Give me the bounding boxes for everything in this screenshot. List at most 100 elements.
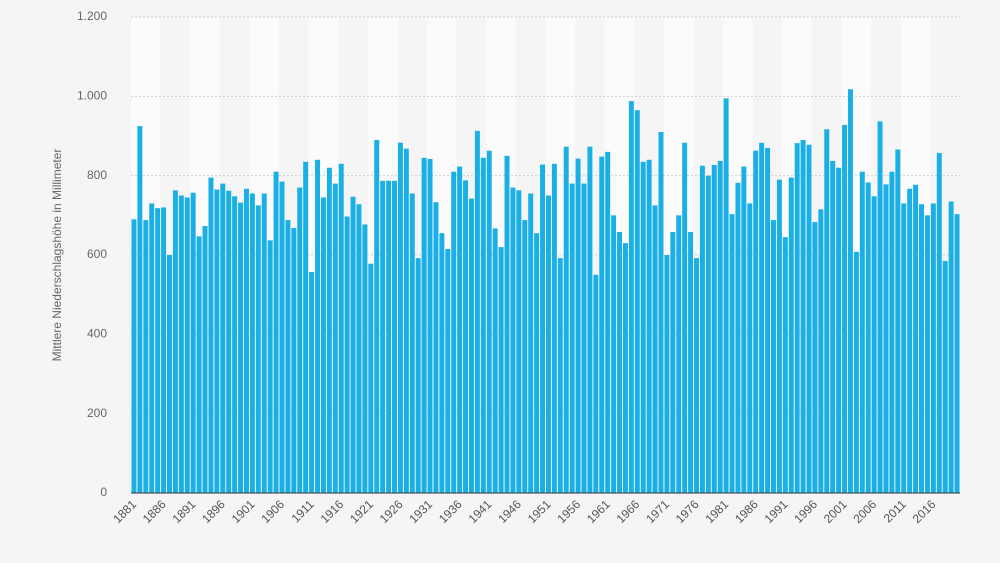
bar xyxy=(617,231,623,493)
bar xyxy=(753,150,759,493)
bar xyxy=(593,274,599,493)
bar xyxy=(534,233,540,493)
bar xyxy=(350,196,356,493)
bar xyxy=(800,139,806,493)
bar xyxy=(202,226,208,493)
bar xyxy=(338,163,344,493)
bar xyxy=(895,149,901,493)
bar xyxy=(842,124,848,493)
bar xyxy=(587,146,593,493)
bar xyxy=(634,110,640,493)
x-tick-label: 1961 xyxy=(584,497,613,526)
bar xyxy=(806,144,812,493)
bar xyxy=(178,195,184,493)
y-axis-label: Mittlere Niederschlagshöhe in Millimeter xyxy=(50,149,64,362)
x-tick-label: 2011 xyxy=(881,497,909,525)
bar xyxy=(930,203,936,493)
bar xyxy=(557,258,563,493)
bar xyxy=(599,156,605,494)
bar xyxy=(747,203,753,493)
bar xyxy=(155,208,161,493)
bar xyxy=(770,220,776,494)
bar xyxy=(243,188,249,494)
bar xyxy=(208,177,214,493)
x-tick-label: 1906 xyxy=(258,497,287,526)
bar xyxy=(522,220,528,494)
bar xyxy=(664,255,670,493)
bar xyxy=(291,228,297,493)
bar xyxy=(699,165,705,493)
bar xyxy=(575,158,581,494)
bar xyxy=(214,189,220,494)
x-tick-label: 1931 xyxy=(406,497,435,526)
bar xyxy=(303,161,309,494)
bar xyxy=(392,180,397,493)
bar xyxy=(356,204,362,493)
bar xyxy=(605,151,611,493)
bar xyxy=(723,98,729,494)
x-tick-label: 1996 xyxy=(791,497,820,526)
y-tick-label: 1.000 xyxy=(77,89,107,103)
x-tick-label: 1886 xyxy=(140,497,169,526)
bar xyxy=(196,236,202,493)
bar xyxy=(729,214,735,494)
bar xyxy=(658,132,664,494)
bar xyxy=(741,166,747,493)
bar xyxy=(865,182,871,493)
x-tick-label: 1881 xyxy=(110,497,139,526)
bar xyxy=(131,219,137,494)
x-tick-label: 1901 xyxy=(229,497,258,526)
bar xyxy=(646,159,652,494)
bar xyxy=(948,201,954,493)
bar xyxy=(149,203,155,493)
bar xyxy=(172,190,178,494)
bar xyxy=(628,101,634,494)
bar xyxy=(652,205,658,493)
x-tick-label: 2006 xyxy=(850,497,879,526)
bar xyxy=(640,161,646,494)
bar xyxy=(427,159,433,494)
x-tick-label: 1921 xyxy=(347,497,376,526)
bar xyxy=(374,139,380,493)
bar xyxy=(285,220,291,494)
bar xyxy=(563,146,569,493)
x-tick-label: 1971 xyxy=(643,497,672,526)
bar xyxy=(688,231,694,493)
bar xyxy=(877,121,883,493)
bar xyxy=(474,130,480,494)
bar xyxy=(705,175,711,493)
bar xyxy=(676,215,682,494)
bar xyxy=(540,164,546,493)
bar xyxy=(759,142,765,493)
bar xyxy=(711,164,717,493)
bar xyxy=(901,203,907,493)
bar xyxy=(611,215,617,494)
bar xyxy=(545,195,551,493)
x-tick-label: 1896 xyxy=(199,497,228,526)
y-tick-label: 200 xyxy=(87,406,107,420)
bar xyxy=(492,228,498,493)
bar xyxy=(220,183,226,493)
x-tick-label: 1976 xyxy=(673,497,702,526)
x-tick-label: 1936 xyxy=(436,497,465,526)
bar xyxy=(847,89,853,494)
bar xyxy=(167,255,172,493)
bar xyxy=(137,126,143,493)
bar xyxy=(480,157,486,494)
bar xyxy=(498,247,504,493)
y-tick-label: 400 xyxy=(87,327,107,341)
y-tick-label: 600 xyxy=(87,247,107,261)
bar xyxy=(853,251,859,493)
bar xyxy=(297,187,303,494)
bar xyxy=(397,142,403,493)
bar xyxy=(415,258,421,493)
bar xyxy=(326,167,332,493)
bar xyxy=(936,153,942,493)
bar xyxy=(782,237,788,493)
x-tick-label: 1891 xyxy=(170,497,199,526)
bar xyxy=(836,167,842,493)
x-tick-label: 1966 xyxy=(614,497,643,526)
bar xyxy=(788,177,794,493)
y-tick-label: 800 xyxy=(87,168,107,182)
